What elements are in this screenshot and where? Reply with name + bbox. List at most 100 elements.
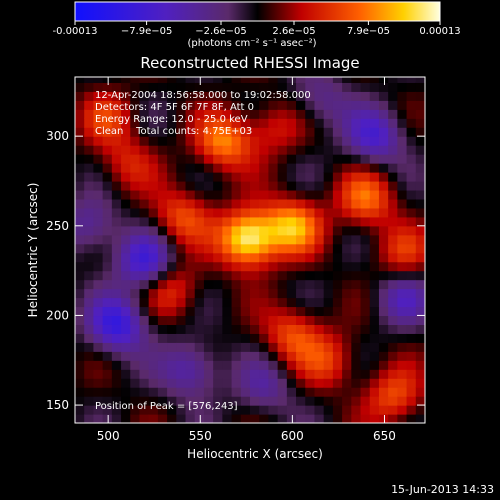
heatmap-cell bbox=[185, 189, 196, 200]
heatmap-cell bbox=[222, 91, 233, 101]
heatmap-cell bbox=[102, 145, 113, 155]
heatmap-cell bbox=[121, 369, 131, 379]
heatmap-cell bbox=[93, 396, 104, 406]
heatmap-cell bbox=[157, 77, 168, 83]
heatmap-cell bbox=[121, 163, 131, 173]
heatmap-cell bbox=[213, 118, 223, 128]
heatmap-cell bbox=[323, 180, 334, 191]
heatmap-cell bbox=[296, 324, 306, 334]
heatmap-cell bbox=[323, 378, 334, 388]
heatmap-cell bbox=[314, 306, 325, 317]
heatmap-cell bbox=[268, 77, 279, 83]
heatmap-cell bbox=[222, 118, 233, 128]
heatmap-cell bbox=[75, 145, 85, 155]
heatmap-cell bbox=[121, 333, 131, 343]
heatmap-cell bbox=[360, 225, 371, 236]
heatmap-cell bbox=[93, 136, 104, 146]
heatmap-cell bbox=[305, 306, 316, 317]
heatmap-cell bbox=[176, 288, 187, 299]
heatmap-cell bbox=[240, 333, 251, 343]
heatmap-cell bbox=[130, 315, 141, 325]
heatmap-cell bbox=[415, 342, 425, 352]
heatmap-cell bbox=[75, 252, 85, 263]
heatmap-cell bbox=[194, 109, 205, 119]
heatmap-cell bbox=[415, 378, 425, 388]
heatmap-cell bbox=[102, 234, 113, 245]
heatmap-cell bbox=[305, 243, 316, 254]
heatmap-cell bbox=[369, 342, 380, 352]
heatmap-cell bbox=[259, 261, 270, 272]
heatmap-cell bbox=[277, 198, 288, 209]
heatmap-cell bbox=[388, 109, 398, 119]
heatmap-cell bbox=[351, 189, 362, 200]
heatmap-cell bbox=[351, 109, 362, 119]
heatmap-cell bbox=[148, 198, 159, 209]
heatmap-cell bbox=[185, 378, 196, 388]
heatmap-cell bbox=[296, 216, 306, 227]
heatmap-cell bbox=[222, 154, 233, 164]
heatmap-cell bbox=[157, 315, 168, 325]
heatmap-cell bbox=[121, 297, 131, 308]
heatmap-cell bbox=[360, 145, 371, 155]
heatmap-cell bbox=[203, 180, 214, 191]
heatmap-cell bbox=[406, 136, 417, 146]
heatmap-cell bbox=[314, 333, 325, 343]
heatmap-cell bbox=[111, 136, 122, 146]
heatmap-cell bbox=[111, 378, 122, 388]
y-tick-label: 250 bbox=[46, 219, 69, 233]
heatmap-cell bbox=[388, 234, 398, 245]
heatmap-cell bbox=[185, 405, 196, 415]
heatmap-cell bbox=[157, 136, 168, 146]
heatmap-cell bbox=[360, 91, 371, 101]
heatmap-cell bbox=[111, 225, 122, 236]
heatmap-cell bbox=[185, 351, 196, 361]
heatmap-cell bbox=[213, 216, 223, 227]
heatmap-cell bbox=[342, 333, 352, 343]
heatmap-cell bbox=[102, 109, 113, 119]
heatmap-cell bbox=[360, 306, 371, 317]
heatmap-cell bbox=[139, 127, 150, 137]
heatmap-cell bbox=[268, 306, 279, 317]
heatmap-cell bbox=[139, 414, 150, 423]
heatmap-cell bbox=[305, 333, 316, 343]
heatmap-cell bbox=[296, 333, 306, 343]
heatmap-cell bbox=[250, 270, 260, 281]
heatmap-cell bbox=[342, 163, 352, 173]
annotation-time-range: 12-Apr-2004 18:56:58.000 to 19:02:58.000 bbox=[95, 90, 311, 101]
heatmap-cell bbox=[84, 243, 95, 254]
heatmap-cell bbox=[342, 261, 352, 272]
heatmap-cell bbox=[332, 405, 343, 415]
heatmap-cell bbox=[406, 207, 417, 218]
heatmap-cell bbox=[369, 180, 380, 191]
heatmap-cell bbox=[130, 127, 141, 137]
heatmap-cell bbox=[102, 189, 113, 200]
heatmap-cell bbox=[369, 252, 380, 263]
heatmap-cell bbox=[148, 77, 159, 83]
heatmap-cell bbox=[286, 172, 297, 182]
heatmap-cell bbox=[378, 109, 389, 119]
heatmap-cell bbox=[222, 387, 233, 397]
heatmap-cell bbox=[148, 118, 159, 128]
heatmap-cell bbox=[378, 261, 389, 272]
heatmap-cell bbox=[277, 189, 288, 200]
heatmap-cell bbox=[332, 198, 343, 209]
heatmap-cell bbox=[194, 180, 205, 191]
heatmap-cell bbox=[185, 243, 196, 254]
colorbar-gradient bbox=[74, 1, 441, 22]
heatmap-cell bbox=[360, 154, 371, 164]
heatmap-cell bbox=[397, 172, 408, 182]
heatmap-cell bbox=[157, 378, 168, 388]
heatmap-cell bbox=[148, 109, 159, 119]
heatmap-cell bbox=[213, 172, 223, 182]
heatmap-cell bbox=[286, 118, 297, 128]
heatmap-cell bbox=[203, 109, 214, 119]
heatmap-cell bbox=[388, 172, 398, 182]
heatmap-cell bbox=[240, 324, 251, 334]
heatmap-cell bbox=[213, 288, 223, 299]
heatmap-cell bbox=[176, 378, 187, 388]
heatmap-cell bbox=[323, 189, 334, 200]
heatmap-cell bbox=[75, 297, 85, 308]
heatmap-cell bbox=[351, 297, 362, 308]
heatmap-cell bbox=[388, 77, 398, 83]
heatmap-cell bbox=[360, 351, 371, 361]
